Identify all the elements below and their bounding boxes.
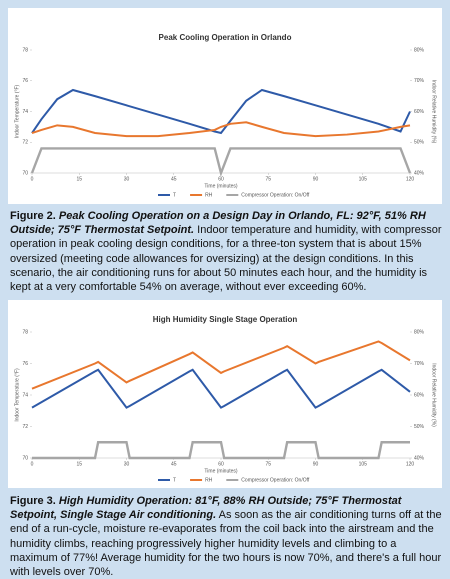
figure-text: Indoor temperature and humidity, with co… — [10, 224, 442, 294]
caption: Figure 3. High Humidity Operation: 81°F,… — [10, 494, 442, 579]
series-line — [31, 340, 411, 390]
y2-tick-label: 80% — [414, 329, 425, 335]
y-tick-label: 78 — [22, 329, 28, 335]
y2-tick-label: 50% — [414, 140, 425, 146]
y-tick-label: 78 — [22, 47, 28, 53]
y2-tick-label: 50% — [414, 424, 425, 430]
y-tick-label: 76 — [22, 361, 28, 367]
x-axis-label: Time (minutes) — [204, 468, 237, 474]
x-tick-label: 30 — [124, 461, 130, 467]
y2-tick-label: 80% — [414, 47, 425, 53]
legend-label: RH — [205, 192, 213, 198]
series-line — [31, 368, 411, 409]
y-tick-label: 74 — [22, 109, 28, 115]
page: Peak Cooling Operation in Orlando 70 72 74… — [8, 8, 442, 579]
x-tick-label: 75 — [265, 176, 271, 182]
chart-title: Peak Cooling Operation in Orlando — [159, 33, 292, 42]
y-tick-label: 76 — [22, 78, 28, 84]
chart-title: High Humidity Single Stage Operation — [153, 315, 298, 324]
series-line — [32, 441, 410, 460]
y2-tick-label: 40% — [414, 455, 425, 461]
series-line — [31, 121, 411, 138]
figure-label: Figure 3. — [10, 495, 56, 507]
y2-tick-label: 60% — [414, 109, 425, 115]
x-tick-label: 45 — [171, 461, 177, 467]
chart: High Humidity Single Stage Operation 70 7… — [8, 300, 442, 488]
x-tick-label: 60 — [218, 461, 224, 467]
y2-tick-label: 70% — [414, 78, 425, 84]
figure-label: Figure 2. — [10, 210, 56, 222]
y-tick-label: 74 — [22, 392, 28, 398]
series-line — [30, 147, 412, 177]
legend-label: Compressor Operation: On/Off — [241, 192, 310, 198]
x-tick-label: 105 — [359, 461, 368, 467]
y-tick-label: 70 — [22, 170, 28, 176]
y2-axis-label: Indoor Relative Humidity (%) — [431, 80, 437, 144]
x-tick-label: 75 — [265, 461, 271, 467]
x-tick-label: 15 — [76, 461, 82, 467]
figure-heading: Peak Cooling Operation on a Design Day i… — [10, 210, 426, 237]
x-tick-label: 90 — [313, 176, 319, 182]
y2-tick-label: 70% — [414, 361, 425, 367]
x-tick-label: 0 — [31, 176, 34, 182]
chart: Peak Cooling Operation in Orlando 70 72 74… — [8, 8, 442, 204]
y2-tick-label: 40% — [414, 170, 425, 176]
x-tick-label: 120 — [406, 176, 415, 182]
x-tick-label: 120 — [406, 461, 415, 467]
y-tick-label: 70 — [22, 455, 28, 461]
legend-label: T — [173, 477, 176, 483]
x-tick-label: 0 — [31, 461, 34, 467]
legend-label: Compressor Operation: On/Off — [241, 477, 310, 483]
y-axis-label: Indoor Temperature (°F) — [14, 85, 20, 139]
y-tick-label: 72 — [22, 424, 28, 430]
figure-heading: High Humidity Operation: 81°F, 88% RH Ou… — [10, 495, 402, 522]
x-tick-label: 105 — [359, 176, 368, 182]
y2-axis-label: Indoor Relative Humidity (%) — [431, 363, 437, 427]
caption: Figure 2. Peak Cooling Operation on a De… — [10, 209, 442, 294]
x-tick-label: 45 — [171, 176, 177, 182]
y2-tick-label: 60% — [414, 392, 425, 398]
y-tick-label: 72 — [22, 140, 28, 146]
series-line — [31, 88, 411, 135]
legend-label: RH — [205, 477, 213, 483]
x-tick-label: 90 — [313, 461, 319, 467]
x-tick-label: 30 — [124, 176, 130, 182]
y-axis-label: Indoor Temperature (°F) — [14, 368, 20, 422]
x-axis-label: Time (minutes) — [204, 183, 237, 189]
legend-label: T — [173, 192, 176, 198]
x-tick-label: 15 — [76, 176, 82, 182]
x-tick-label: 60 — [218, 176, 224, 182]
